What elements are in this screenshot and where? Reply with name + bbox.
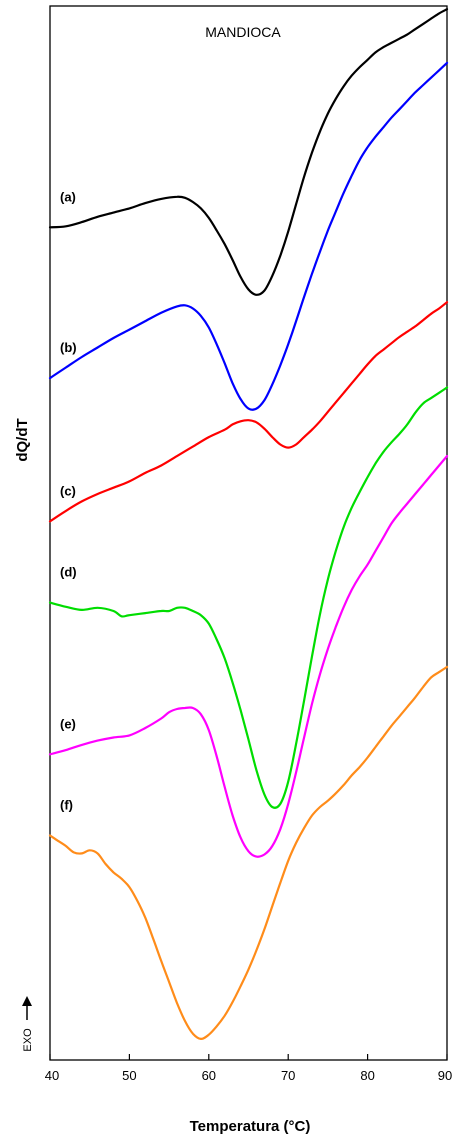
x-tick-label-80: 80 xyxy=(360,1068,374,1083)
x-tick-label-50: 50 xyxy=(122,1068,136,1083)
series-label-f: (f) xyxy=(60,797,73,812)
series-label-d: (d) xyxy=(60,565,77,580)
series-label-c: (c) xyxy=(60,483,76,498)
series-line-e xyxy=(48,455,449,858)
series-label-b: (b) xyxy=(60,340,77,355)
curves-group xyxy=(48,8,449,1040)
series-labels: (a) (b) (c) (d) (e) (f) xyxy=(60,189,77,812)
x-axis-ticks: 40 50 60 70 80 90 xyxy=(45,1054,452,1083)
exo-label: EXO xyxy=(22,1028,34,1052)
x-tick-label-90: 90 xyxy=(438,1068,452,1083)
x-tick-label-70: 70 xyxy=(281,1068,295,1083)
series-line-c xyxy=(48,301,449,523)
y-axis-label: dQ/dT xyxy=(14,418,31,461)
x-axis-label: Temperatura (°C) xyxy=(190,1118,311,1135)
series-label-e: (e) xyxy=(60,716,76,731)
series-line-f xyxy=(48,665,449,1040)
series-line-a xyxy=(48,8,449,296)
plot-frame xyxy=(49,5,448,1061)
chart-title: MANDIOCA xyxy=(205,24,281,40)
series-label-a: (a) xyxy=(60,189,76,204)
series-line-d xyxy=(48,386,449,809)
x-tick-label-40: 40 xyxy=(45,1068,59,1083)
x-tick-label-60: 60 xyxy=(202,1068,216,1083)
exo-arrow-icon xyxy=(22,996,32,1006)
exo-indicator: EXO xyxy=(22,996,34,1052)
series-line-b xyxy=(48,61,449,411)
